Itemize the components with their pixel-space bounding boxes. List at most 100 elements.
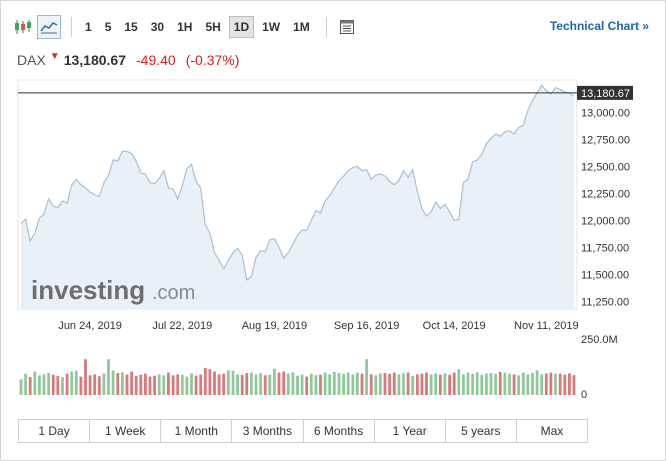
volume-bar <box>148 376 152 395</box>
interval-button-15[interactable]: 15 <box>124 20 138 34</box>
volume-bar <box>379 373 382 395</box>
volume-bar <box>97 376 101 395</box>
price-change: -49.40 <box>136 52 176 68</box>
volume-bar <box>494 373 497 395</box>
volume-bar <box>24 373 27 395</box>
volume-bar <box>296 375 299 395</box>
interval-button-1h[interactable]: 1H <box>177 20 193 34</box>
area-chart-icon[interactable] <box>37 15 61 39</box>
volume-bar <box>190 373 193 395</box>
volume-bar <box>162 375 166 395</box>
range-button-1-day[interactable]: 1 Day <box>19 420 91 442</box>
volume-bar <box>51 374 55 395</box>
volume-bar <box>360 373 364 395</box>
volume-bar <box>374 375 378 395</box>
volume-bar <box>102 373 106 395</box>
volume-bar <box>171 375 175 395</box>
interval-button-1m[interactable]: 1M <box>293 20 310 34</box>
volume-bar <box>144 373 147 395</box>
volume-bar <box>153 375 156 395</box>
volume-bar <box>452 372 456 395</box>
volume-bar <box>227 370 230 395</box>
volume-bar <box>167 372 170 395</box>
volume-bar <box>508 373 511 395</box>
volume-bar <box>273 368 276 395</box>
volume-bar <box>28 377 32 395</box>
interval-button-5[interactable]: 5 <box>104 20 112 34</box>
volume-bar <box>79 376 83 395</box>
x-tick-label: Sep 16, 2019 <box>334 320 399 332</box>
y-axis: 11,250.00 11,500.00 11,750.00 12,000.00 12,2… <box>581 107 630 308</box>
volume-bar <box>356 372 359 395</box>
volume-bar <box>342 373 345 395</box>
volume-bar <box>397 374 401 395</box>
volume-bar <box>194 375 198 395</box>
volume-bar <box>65 373 69 395</box>
toolbar-divider <box>71 17 72 37</box>
volume-bar <box>457 369 461 395</box>
volume-bar <box>176 374 180 395</box>
range-button-max[interactable]: Max <box>540 424 564 438</box>
x-tick-label: Aug 19, 2019 <box>242 320 307 332</box>
symbol-name: DAX <box>17 52 46 68</box>
volume-bar <box>415 374 419 395</box>
volume-bar <box>222 373 226 395</box>
watermark-suffix: .com <box>152 282 195 304</box>
volume-bar <box>300 374 304 395</box>
range-button-1-week[interactable]: 1 Week <box>90 420 162 442</box>
interval-button-1w[interactable]: 1W <box>262 20 281 34</box>
volume-bar <box>245 373 249 395</box>
range-button-1-month[interactable]: 1 Month <box>161 420 233 442</box>
volume-bar <box>466 372 470 395</box>
range-button-5-years[interactable]: 5 years <box>446 420 517 442</box>
volume-bar <box>429 374 433 395</box>
range-button-1-year[interactable]: 1 Year <box>375 420 446 442</box>
range-button-6-months[interactable]: 6 Months <box>304 420 375 442</box>
volume-bar <box>323 372 327 395</box>
volume-bar <box>337 373 341 395</box>
y-tick-label: 12,750.00 <box>581 134 630 146</box>
y-tick-label: 13,000.00 <box>581 107 630 119</box>
volume-bar <box>33 371 37 395</box>
volume-bar <box>365 359 368 395</box>
investing-watermark: investing .com <box>31 275 195 305</box>
interval-button-1d[interactable]: 1D <box>228 16 255 38</box>
technical-chart-link[interactable]: Technical Chart » <box>549 19 649 33</box>
volume-bar <box>563 374 567 395</box>
volume-bar <box>74 370 78 395</box>
volume-bar <box>250 372 253 395</box>
volume-bar <box>254 374 258 395</box>
volume-bar <box>526 374 530 395</box>
volume-bar <box>462 374 465 395</box>
volume-bar <box>540 374 544 395</box>
interval-button-30[interactable]: 30 <box>150 20 165 34</box>
volume-bar <box>572 375 576 395</box>
x-tick-label: Nov 11, 2019 <box>514 320 579 332</box>
price-line <box>20 84 575 281</box>
volume-bar <box>314 375 318 395</box>
volume-bar <box>434 373 438 395</box>
interval-button-5h[interactable]: 5H <box>205 20 221 34</box>
interval-button-1[interactable]: 1 <box>85 20 92 34</box>
volume-bar <box>475 372 479 395</box>
quote-header: DAX ▼ 13,180.67 -49.40 (-0.37%) <box>17 51 249 68</box>
volume-bar <box>351 374 355 395</box>
volume-bar <box>121 372 124 395</box>
volume-bar <box>549 372 553 395</box>
volume-bar <box>346 372 350 395</box>
table-view-icon[interactable] <box>335 15 359 39</box>
volume-bar <box>402 373 405 395</box>
x-axis: Jun 24, 2019 Jul 22, 2019 Aug 19, 2019 Sep … <box>58 320 578 332</box>
volume-bar <box>521 372 525 395</box>
candlestick-chart-icon[interactable] <box>11 15 35 39</box>
volume-bar <box>217 374 221 395</box>
range-button-3-months[interactable]: 3 Months <box>232 420 304 442</box>
toolbar-divider <box>325 17 327 37</box>
price-change-percent: (-0.37%) <box>185 52 240 68</box>
volume-bar <box>134 376 138 395</box>
volume-bar <box>503 372 507 395</box>
volume-bar <box>554 373 557 395</box>
volume-bar <box>263 375 267 395</box>
volume-bar <box>448 374 451 395</box>
